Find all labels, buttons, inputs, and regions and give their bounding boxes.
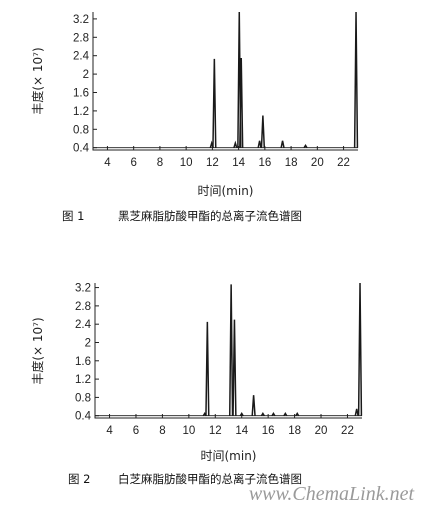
y-tick-label: 0.4 xyxy=(73,143,90,155)
y-tick-label: 3.2 xyxy=(75,283,91,295)
x-tick-label: 20 xyxy=(311,157,324,169)
chromatogram-peak xyxy=(357,282,363,416)
chromatogram-peak xyxy=(205,321,210,416)
x-tick-label: 10 xyxy=(182,425,195,437)
x-tick-label: 12 xyxy=(209,425,222,437)
x-tick-label: 6 xyxy=(130,157,136,169)
chromatogram-peak xyxy=(232,319,237,416)
watermark: www.ChemaLink.net xyxy=(249,483,415,505)
x-tick-label: 8 xyxy=(159,425,165,437)
chromatogram-peak xyxy=(251,395,256,416)
y-tick-label: 1.2 xyxy=(75,374,91,386)
x-tick-label: 22 xyxy=(337,157,350,169)
chromatogram-peak xyxy=(239,57,244,148)
x-tick-label: 22 xyxy=(341,425,354,437)
chart-black-sesame: 0.4 0.8 1.2 1.6 2 2.4 2.8 3.2 4 6 8 10 12 14 16 18 20 22 时… xyxy=(30,11,359,198)
x-axis-label: 时间(min) xyxy=(198,184,254,198)
chromatogram-peak xyxy=(239,411,244,417)
chromatogram-peak xyxy=(295,411,300,417)
chromatogram-peak xyxy=(283,411,288,417)
figure-2-caption: 白芝麻脂肪酸甲酯的总离子流色谱图 xyxy=(118,472,302,486)
x-tick-label: 16 xyxy=(262,425,275,437)
chromatogram-peak xyxy=(271,411,276,417)
x-tick-label: 18 xyxy=(285,157,298,169)
figure-1-caption: 黑芝麻脂肪酸甲酯的总离子流色谱图 xyxy=(118,209,302,223)
chromatogram-peak xyxy=(260,115,266,148)
x-axis-label: 时间(min) xyxy=(201,449,257,463)
x-tick-label: 4 xyxy=(104,157,111,169)
figure-1-number: 图 1 xyxy=(62,209,84,223)
chromatogram-peak xyxy=(257,140,262,148)
chromatogram-peak xyxy=(280,140,285,148)
y-axis-label: 丰度(× 10⁷) xyxy=(30,317,45,384)
chromatogram-peak xyxy=(228,284,234,416)
chromatogram-peak xyxy=(353,11,359,148)
y-tick-label: 2.4 xyxy=(75,319,92,331)
y-axis-label: 丰度(× 10⁷) xyxy=(30,47,45,114)
axes xyxy=(92,12,358,151)
y-tick-label: 0.8 xyxy=(75,392,91,404)
y-tick-label: 1.6 xyxy=(75,356,91,368)
x-tick-label: 20 xyxy=(315,425,328,437)
x-tick-label: 18 xyxy=(288,425,301,437)
axes xyxy=(94,283,362,419)
y-tick-label: 2.4 xyxy=(73,51,90,63)
x-tick-label: 12 xyxy=(206,157,219,169)
y-tick-label: 2 xyxy=(83,69,89,81)
y-tick-label: 1.6 xyxy=(73,88,89,100)
y-tick-label: 2.8 xyxy=(73,32,89,44)
chromatogram-peak xyxy=(260,411,265,417)
x-tick-label: 10 xyxy=(180,157,193,169)
y-tick-label: 2 xyxy=(85,337,91,349)
chart-white-sesame: 0.4 0.8 1.2 1.6 2 2.4 2.8 3.2 4 6 8 10 12 14 16 18 20 22 时… xyxy=(30,282,363,463)
chromatogram-peak xyxy=(354,408,359,416)
chromatogram-peak xyxy=(212,58,217,148)
x-tick-label: 4 xyxy=(106,425,113,437)
y-tick-label: 0.4 xyxy=(75,411,92,423)
y-tick-label: 3.2 xyxy=(73,14,89,26)
chromatogram-peak xyxy=(303,143,308,149)
x-tick-label: 6 xyxy=(133,425,139,437)
chromatogram-peak xyxy=(233,140,238,148)
y-tick-label: 2.8 xyxy=(75,301,91,313)
figure-2-number: 图 2 xyxy=(68,472,90,486)
x-tick-label: 14 xyxy=(235,425,248,437)
x-tick-label: 8 xyxy=(157,157,163,169)
x-tick-label: 16 xyxy=(258,157,271,169)
y-tick-label: 0.8 xyxy=(73,124,89,136)
x-tick-label: 14 xyxy=(232,157,245,169)
y-tick-label: 1.2 xyxy=(73,106,89,118)
